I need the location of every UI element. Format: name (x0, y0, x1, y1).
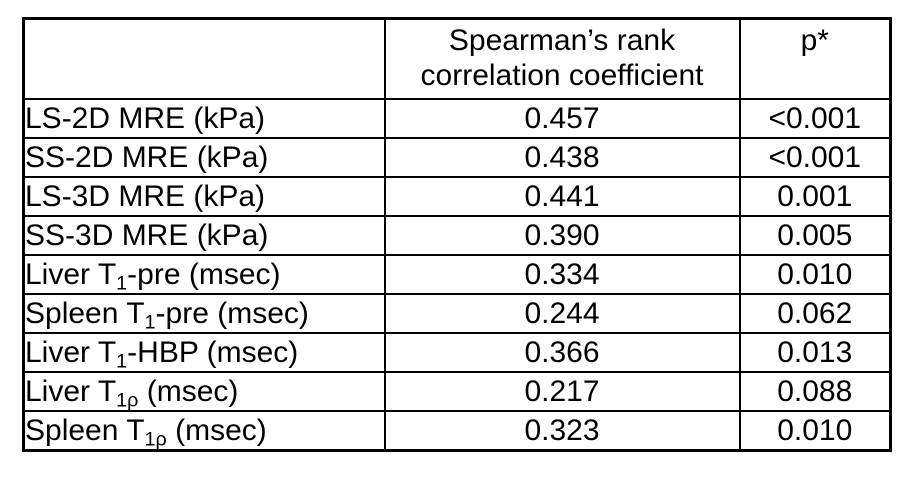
coefficient-value: 0.366 (383, 332, 741, 373)
row-label: Liver T1-pre (msec) (22, 254, 386, 295)
correlation-table: Spearman’s rank correlation coefficient … (22, 17, 892, 452)
p-value: 0.005 (738, 215, 892, 256)
header-row: Spearman’s rank correlation coefficient … (22, 17, 892, 100)
p-value: <0.001 (738, 137, 892, 178)
table-row: SS-3D MRE (kPa) 0.390 0.005 (22, 215, 892, 256)
p-value: 0.010 (738, 410, 892, 452)
table-row: SS-2D MRE (kPa) 0.438 <0.001 (22, 137, 892, 178)
row-label: Liver T1ρ (msec) (22, 371, 386, 412)
row-label-text: LS-2D MRE (kPa) (25, 101, 266, 135)
row-label-text: SS-2D MRE (kPa) (25, 140, 269, 174)
table-row: Spleen T1-pre (msec) 0.244 0.062 (22, 293, 892, 334)
coefficient-value: 0.244 (383, 293, 741, 334)
row-label-subscript: 1 (116, 350, 128, 372)
row-label-text: -pre (msec) (127, 257, 281, 291)
row-label-text: SS-3D MRE (kPa) (25, 218, 269, 252)
table-row: Liver T1-HBP (msec) 0.366 0.013 (22, 332, 892, 373)
p-value: <0.001 (738, 98, 892, 139)
p-value: 0.001 (738, 176, 892, 217)
row-label-subscript: 1 (144, 311, 156, 333)
row-label-subscript: 1ρ (144, 428, 167, 451)
table-row: Liver T1ρ (msec) 0.217 0.088 (22, 371, 892, 412)
p-value: 0.010 (738, 254, 892, 295)
table-row: LS-2D MRE (kPa) 0.457 <0.001 (22, 98, 892, 139)
row-label: LS-3D MRE (kPa) (22, 176, 386, 217)
row-label: SS-3D MRE (kPa) (22, 215, 386, 256)
row-label-text: (msec) (138, 374, 239, 408)
row-label-text: Liver T (25, 374, 117, 408)
header-p-cell: p* (738, 17, 892, 100)
coefficient-value: 0.217 (383, 371, 741, 412)
header-spearman-cell: Spearman’s rank correlation coefficient (383, 17, 741, 100)
p-value: 0.013 (738, 332, 892, 373)
coefficient-value: 0.334 (383, 254, 741, 295)
row-label-text: (msec) (166, 413, 267, 447)
row-label: Spleen T1-pre (msec) (22, 293, 386, 334)
table-row: LS-3D MRE (kPa) 0.441 0.001 (22, 176, 892, 217)
row-label: LS-2D MRE (kPa) (22, 98, 386, 139)
p-value: 0.062 (738, 293, 892, 334)
row-label-subscript: 1ρ (116, 389, 139, 411)
coefficient-value: 0.323 (383, 410, 741, 452)
row-label-text: Liver T (25, 335, 117, 369)
coefficient-value: 0.441 (383, 176, 741, 217)
table-row: Liver T1-pre (msec) 0.334 0.010 (22, 254, 892, 295)
header-spearman-line2: correlation coefficient (420, 59, 704, 93)
row-label-text: Spleen T (25, 413, 145, 447)
row-label-subscript: 1 (116, 272, 128, 294)
header-empty-cell (22, 17, 386, 100)
row-label-text: Liver T (25, 257, 117, 291)
row-label-text: -pre (msec) (155, 296, 309, 330)
p-value: 0.088 (738, 371, 892, 412)
row-label-text: Spleen T (25, 296, 145, 330)
table-row: Spleen T1ρ (msec) 0.323 0.010 (22, 410, 892, 452)
coefficient-value: 0.438 (383, 137, 741, 178)
row-label: SS-2D MRE (kPa) (22, 137, 386, 178)
coefficient-value: 0.457 (383, 98, 741, 139)
header-spearman-line1: Spearman’s rank (448, 24, 676, 57)
row-label: Spleen T1ρ (msec) (22, 410, 386, 452)
coefficient-value: 0.390 (383, 215, 741, 256)
row-label-text: -HBP (msec) (127, 335, 299, 369)
row-label-text: LS-3D MRE (kPa) (25, 179, 266, 213)
row-label: Liver T1-HBP (msec) (22, 332, 386, 373)
